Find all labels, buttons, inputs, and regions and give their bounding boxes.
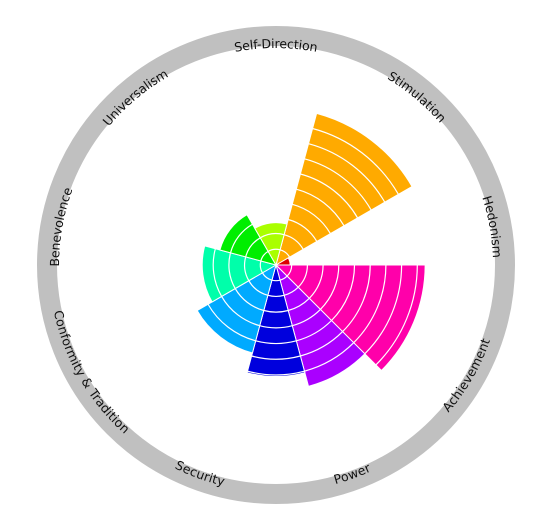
sector-grid-arc bbox=[331, 264, 356, 321]
label-ring-band bbox=[37, 26, 515, 504]
sector-grid-arc bbox=[283, 234, 304, 250]
sector-wedge bbox=[196, 263, 277, 354]
sector-grid-arc bbox=[271, 279, 281, 282]
sector-grid-arc bbox=[244, 256, 250, 281]
sector-wedge bbox=[201, 245, 278, 303]
sector-0 bbox=[275, 112, 413, 267]
sector-grid-arc bbox=[304, 342, 355, 372]
sector-wedge bbox=[275, 263, 366, 387]
sector-grid-arc bbox=[342, 264, 371, 333]
sector-grid-arc bbox=[296, 188, 345, 227]
sectors bbox=[196, 112, 426, 387]
sector-2 bbox=[274, 264, 426, 372]
sector-grid-arc bbox=[300, 331, 344, 357]
sector-grid-arc bbox=[288, 297, 310, 312]
sector-grid-arc bbox=[308, 143, 386, 203]
sector-grid-arc bbox=[234, 288, 264, 312]
sector-5 bbox=[196, 263, 277, 354]
sector-grid-arc bbox=[251, 355, 301, 360]
sector-grid-arc bbox=[353, 264, 387, 344]
sector-grid-arc bbox=[312, 127, 399, 195]
sector-wedge bbox=[274, 264, 426, 372]
sector-7 bbox=[219, 214, 278, 266]
sector-grid-arc bbox=[319, 264, 340, 310]
sector-grid-arc bbox=[292, 308, 321, 327]
sector-grid-arc bbox=[247, 370, 305, 376]
sector-6 bbox=[201, 245, 278, 303]
sector-wedge bbox=[246, 263, 306, 377]
sector-grid-arc bbox=[296, 320, 332, 342]
sector-grid-arc bbox=[212, 248, 223, 297]
sector-grid-arc bbox=[228, 252, 236, 289]
sector-grid-arc bbox=[263, 309, 289, 313]
sector-grid-arc bbox=[221, 296, 260, 327]
sector-grid-arc bbox=[300, 173, 359, 219]
sector-grid-arc bbox=[229, 223, 253, 253]
sector-grid-arc bbox=[297, 264, 308, 288]
sector-grid-arc bbox=[245, 237, 261, 258]
sector-grid-arc bbox=[304, 158, 372, 211]
sector-grid-arc bbox=[248, 280, 269, 296]
sector-grid-arc bbox=[288, 218, 318, 242]
ring-label: Self-Direction bbox=[233, 35, 319, 54]
sector-grid-arc bbox=[267, 248, 281, 252]
sector-grid-arc bbox=[364, 264, 403, 355]
sector-grid-arc bbox=[207, 303, 256, 342]
sector-grid-arc bbox=[308, 264, 324, 299]
sector-grid-arc bbox=[375, 264, 418, 366]
sector-grid-arc bbox=[292, 203, 331, 234]
sector-grid-arc bbox=[255, 340, 297, 345]
sector-grid-arc bbox=[259, 325, 293, 329]
label-ring bbox=[37, 26, 515, 504]
sector-4 bbox=[246, 263, 306, 377]
sector-wedge bbox=[275, 112, 413, 267]
sector-grid-arc bbox=[260, 233, 285, 239]
sector-wedge bbox=[219, 214, 278, 266]
sector-8 bbox=[254, 222, 288, 267]
